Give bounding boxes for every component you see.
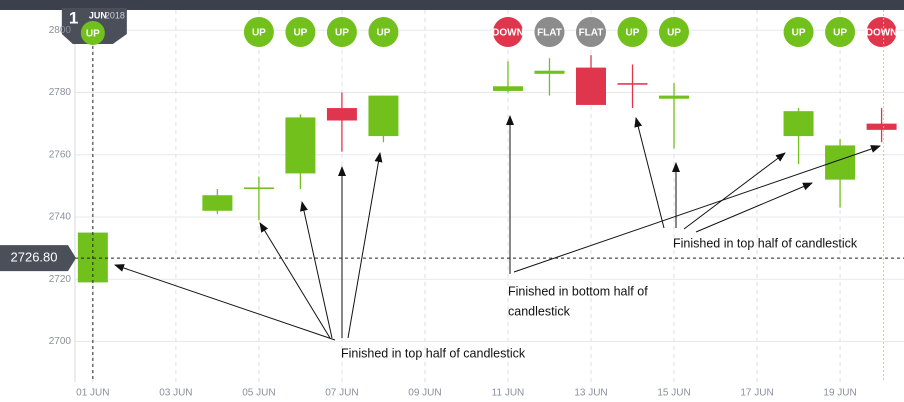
y-tick-label: 2760	[49, 149, 72, 160]
top-bar	[0, 0, 904, 10]
flag-month: JUN	[89, 10, 107, 20]
y-tick-label: 2700	[49, 336, 72, 347]
badge-label: FLAT	[537, 28, 562, 39]
y-tick-label: 2740	[49, 212, 72, 223]
grid	[75, 10, 904, 382]
badge-label: UP	[376, 28, 390, 39]
overlay: UP UP UP UP DOWN FLAT FLAT UP UP UP UP DOWN 2726.80 1…	[0, 8, 904, 382]
candle-body	[285, 117, 316, 174]
badge	[326, 17, 357, 47]
y-tick-label: 2800	[49, 25, 72, 36]
candle-body	[783, 111, 814, 137]
badge	[534, 17, 565, 47]
candle-body	[659, 95, 690, 99]
x-tick-label: 01 JUN	[76, 388, 109, 399]
badge-label: DOWN	[492, 28, 524, 39]
arrow	[634, 117, 665, 229]
x-tick-label: 03 JUN	[159, 388, 192, 399]
badge	[866, 17, 897, 47]
current-price-label: 2726.80	[11, 250, 58, 265]
candle-body	[326, 108, 357, 121]
badge-label: DOWN	[866, 28, 898, 39]
candle-body	[534, 70, 565, 74]
x-tick-label: 11 JUN	[492, 388, 525, 399]
badge	[659, 17, 690, 47]
candle-body	[243, 187, 274, 189]
candle-body	[866, 123, 897, 130]
badge	[243, 17, 274, 47]
badge	[285, 17, 316, 47]
x-tick-label: 09 JUN	[408, 388, 441, 399]
x-tick-label: 17 JUN	[740, 388, 773, 399]
candle-body	[202, 195, 233, 211]
current-price-tag	[0, 245, 76, 272]
arrow	[347, 152, 383, 339]
badge	[575, 17, 606, 47]
y-tick-label: 2720	[49, 274, 72, 285]
candle-body	[368, 95, 399, 137]
badge	[825, 17, 856, 47]
annotation: Finished in bottom half of	[508, 284, 648, 298]
x-tick-label: 19 JUN	[823, 388, 856, 399]
arrow	[513, 145, 881, 273]
flag-year: 2018	[105, 10, 125, 20]
badge	[80, 21, 105, 45]
arrow	[114, 264, 336, 341]
badge-label: UP	[792, 28, 806, 39]
badge	[492, 17, 523, 47]
arrow	[259, 222, 331, 339]
flag-day: 1	[69, 8, 78, 27]
x-tick-label: 13 JUN	[574, 388, 607, 399]
badge	[783, 17, 814, 47]
candle-body	[575, 67, 606, 105]
badge-label: UP	[833, 28, 847, 39]
badge-label: FLAT	[579, 28, 604, 39]
badge-label: UP	[667, 28, 681, 39]
badge	[368, 17, 399, 47]
candle-body	[617, 83, 648, 85]
badge-label: UP	[626, 28, 640, 39]
arrow	[300, 201, 333, 339]
y-tick-label: 2780	[49, 87, 72, 98]
annotation: Finished in top half of candlestick	[673, 236, 858, 250]
badge-label: UP	[252, 28, 266, 39]
annotation: candlestick	[508, 304, 571, 318]
arrow	[683, 152, 786, 230]
arrow	[695, 182, 813, 233]
badge-label: UP	[86, 29, 100, 40]
annotation-arrows	[114, 115, 881, 341]
badge-label: UP	[335, 28, 349, 39]
x-tick-label: 15 JUN	[657, 388, 690, 399]
badge	[617, 17, 648, 47]
x-tick-label: 05 JUN	[242, 388, 275, 399]
annotation: Finished in top half of candlestick	[341, 346, 526, 360]
badge-label: UP	[293, 28, 307, 39]
x-tick-label: 07 JUN	[325, 388, 358, 399]
candle-body	[825, 145, 856, 180]
candle-body	[492, 86, 523, 91]
